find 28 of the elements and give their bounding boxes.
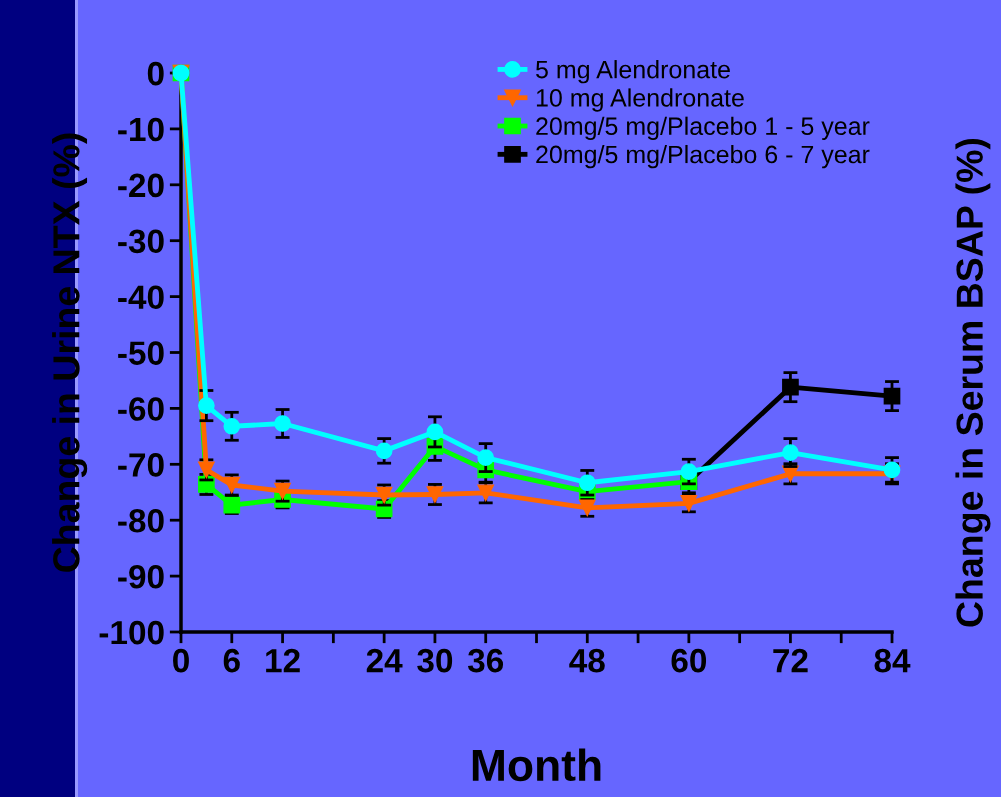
y-tick-label: -20 [118, 173, 164, 198]
x-tick-label: 60 [671, 648, 707, 673]
x-tick-label: 24 [366, 648, 403, 673]
y-tick-label: -100 [99, 620, 164, 645]
y-tick-label: -80 [118, 509, 164, 533]
x-tick-label: 72 [773, 648, 808, 673]
x-tick-label: 84 [874, 648, 911, 673]
x-axis-title: Month [472, 748, 601, 782]
y2-axis-title: Change in Serum BSAP (%) [955, 138, 991, 627]
y-axis-title: Change in Urine NTX (%) [52, 133, 88, 572]
x-tick-label: 30 [417, 648, 453, 673]
x-tick-label: 48 [569, 648, 605, 673]
y-tick-label: -60 [118, 397, 164, 421]
legend-label: 5 mg Alendronate [536, 60, 730, 84]
y-tick-label: -40 [118, 285, 164, 310]
legend-label: 20mg/5 mg/Placebo 1 - 5 year [536, 116, 870, 140]
legend-label: 10 mg Alendronate [536, 88, 744, 112]
y-tick-label: -10 [118, 117, 164, 142]
y-tick-label: -30 [118, 229, 164, 254]
y-tick-label: -50 [118, 341, 164, 365]
x-tick-label: 0 [173, 648, 189, 673]
y-tick-label: -90 [118, 564, 164, 589]
y-tick-label: 0 [147, 61, 164, 86]
x-tick-label: 6 [223, 648, 240, 673]
legend-label: 20mg/5 mg/Placebo 6 - 7 year [536, 144, 870, 169]
x-tick-label: 36 [467, 648, 504, 673]
x-tick-label: 12 [266, 648, 300, 673]
y-tick-label: -70 [118, 453, 164, 477]
